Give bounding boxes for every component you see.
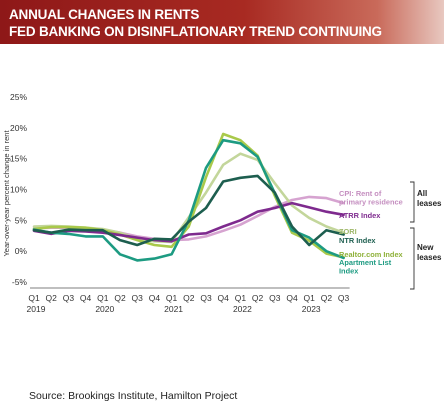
y-tick-label: 15% [10, 154, 27, 164]
series-label: ZORI [339, 227, 357, 236]
series-label: Realtor.com Index [339, 250, 404, 259]
x-tick-label: Q4 [218, 293, 230, 303]
y-tick-label: 25% [10, 92, 27, 102]
series-label: Apartment List Index [339, 258, 392, 276]
x-tick-label: Q2 [183, 293, 195, 303]
x-tick-label: Q1 [28, 293, 40, 303]
series-label: ATRR Index [339, 211, 381, 220]
legend-group-brackets: All leases New leases [410, 181, 442, 290]
x-tick-label: Q2 [46, 293, 58, 303]
x-tick-label: Q1 [166, 293, 178, 303]
legend-group-label: All leases [417, 189, 442, 208]
legend-bracket [410, 181, 415, 223]
x-tick-label: Q3 [63, 293, 75, 303]
series-labels-group: CPI: Rent of primary residence ATRR Index Z… [339, 189, 404, 276]
x-year-label: 2019 [27, 304, 46, 314]
legend-group-label: New leases [417, 243, 442, 262]
x-tick-label: Q1 [235, 293, 247, 303]
header-title-line2: FED BANKING ON DISINFLATIONARY TREND CON… [9, 24, 382, 39]
series-lines-group [32, 132, 345, 262]
x-tick-label: Q1 [97, 293, 109, 303]
x-tick-label: Q4 [80, 293, 92, 303]
x-tick-label: Q4 [286, 293, 298, 303]
source-note: Source: Brookings Institute, Hamilton Pr… [29, 390, 238, 402]
x-tick-label: Q4 [149, 293, 161, 303]
rent-change-line-chart: 25% 20% 15% 10% 5% 0% -5% Year-over-year percen… [2, 92, 442, 314]
x-year-label: 2021 [164, 304, 183, 314]
y-tick-label: 0% [15, 246, 28, 256]
series-line [32, 174, 345, 247]
x-tick-label: Q2 [252, 293, 264, 303]
y-tick-label: -5% [12, 277, 28, 287]
series-label: CPI: Rent of primary residence [339, 189, 403, 207]
y-axis-title: Year-over-year percent change in rent [2, 130, 11, 257]
x-year-label: 2022 [233, 304, 252, 314]
x-tick-label: Q3 [132, 293, 144, 303]
x-year-label: 2023 [302, 304, 321, 314]
x-tick-label: Q2 [321, 293, 333, 303]
x-tick-label: Q2 [114, 293, 126, 303]
series-line [32, 132, 345, 259]
x-tick-label: Q1 [304, 293, 316, 303]
axes-group: 25% 20% 15% 10% 5% 0% -5% Year-over-year percen… [2, 92, 350, 314]
x-tick-label: Q3 [200, 293, 212, 303]
x-tick-label: Q3 [269, 293, 281, 303]
y-tick-label: 10% [10, 185, 27, 195]
legend-bracket [410, 227, 415, 290]
x-year-label: 2020 [95, 304, 114, 314]
series-label: NTR Index [339, 236, 376, 245]
y-tick-label: 5% [15, 215, 28, 225]
header-title-line1: ANNUAL CHANGES IN RENTS [9, 7, 200, 22]
header-banner: ANNUAL CHANGES IN RENTS FED BANKING ON D… [0, 0, 444, 44]
y-tick-label: 20% [10, 123, 27, 133]
x-tick-label: Q3 [338, 293, 350, 303]
